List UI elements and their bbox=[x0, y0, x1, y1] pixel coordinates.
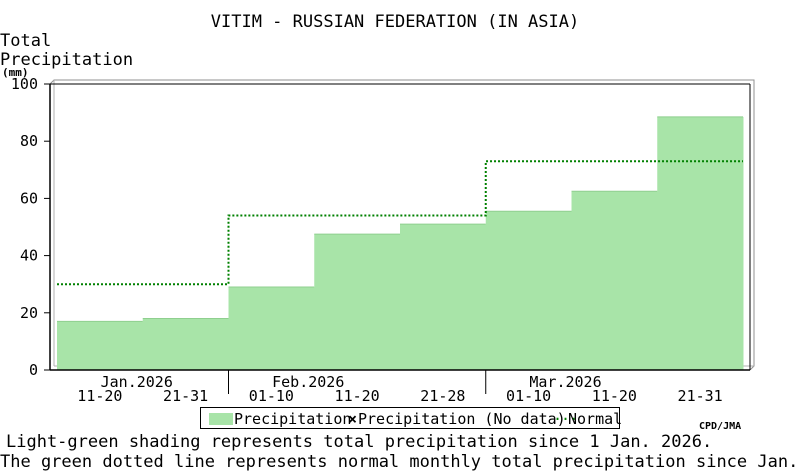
legend-precipitation-label: Precipitation bbox=[234, 410, 352, 428]
precipitation-bar-1 bbox=[57, 321, 144, 370]
credit-label: CPD/JMA bbox=[699, 421, 742, 432]
legend-precipitation-swatch bbox=[209, 413, 233, 425]
legend-normal-dotted-line: ··· bbox=[553, 410, 578, 428]
y-axis-unit: (mm) bbox=[2, 66, 29, 79]
precipitation-bar-2 bbox=[142, 318, 229, 370]
x-tick-label-8: 21-31 bbox=[678, 387, 723, 405]
x-tick-label-7: 11-20 bbox=[592, 387, 637, 405]
y-tick-label-0: 0 bbox=[29, 361, 38, 379]
x-tick-label-4: 11-20 bbox=[335, 387, 380, 405]
y-tick-label-100: 100 bbox=[11, 75, 38, 93]
month-label-1: Jan.2026 bbox=[101, 373, 173, 391]
x-tick-label-5: 21-28 bbox=[420, 387, 465, 405]
chart-title: VITIM - RUSSIAN FEDERATION (IN ASIA) bbox=[210, 12, 580, 32]
precipitation-bar-3 bbox=[228, 287, 315, 370]
precipitation-bar-4 bbox=[314, 234, 401, 370]
y-axis-label-line-2: Precipitation bbox=[0, 50, 134, 70]
precipitation-bar-8 bbox=[657, 116, 744, 370]
precipitation-bar-7 bbox=[571, 191, 658, 370]
legend-normal-label: Normal bbox=[568, 410, 623, 428]
y-tick-label-20: 20 bbox=[20, 304, 38, 322]
y-axis-label-line-1: Total bbox=[0, 31, 52, 51]
footnote-normal-line: The green dotted line represents normal … bbox=[0, 452, 799, 472]
x-tick-label-6: 01-10 bbox=[506, 387, 551, 405]
legend-no-data-label: Precipitation (No data) bbox=[358, 410, 566, 428]
month-label-3: Mar.2026 bbox=[529, 373, 601, 391]
y-tick-label-60: 60 bbox=[20, 189, 38, 207]
legend-no-data-marker-icon: × bbox=[348, 410, 358, 428]
x-tick-label-3: 01-10 bbox=[249, 387, 294, 405]
footnote-shading: Light-green shading represents total pre… bbox=[6, 432, 713, 452]
y-tick-label-40: 40 bbox=[20, 247, 38, 265]
month-label-2: Feb.2026 bbox=[272, 373, 344, 391]
x-tick-label-2: 21-31 bbox=[163, 387, 208, 405]
x-tick-label-1: 11-20 bbox=[77, 387, 122, 405]
legend: Precipitation × Precipitation (No data) … bbox=[200, 407, 623, 429]
precipitation-bar-5 bbox=[400, 224, 487, 370]
plot-back-frame bbox=[49, 79, 755, 371]
precipitation-bar-6 bbox=[485, 211, 572, 370]
y-tick-label-80: 80 bbox=[20, 132, 38, 150]
